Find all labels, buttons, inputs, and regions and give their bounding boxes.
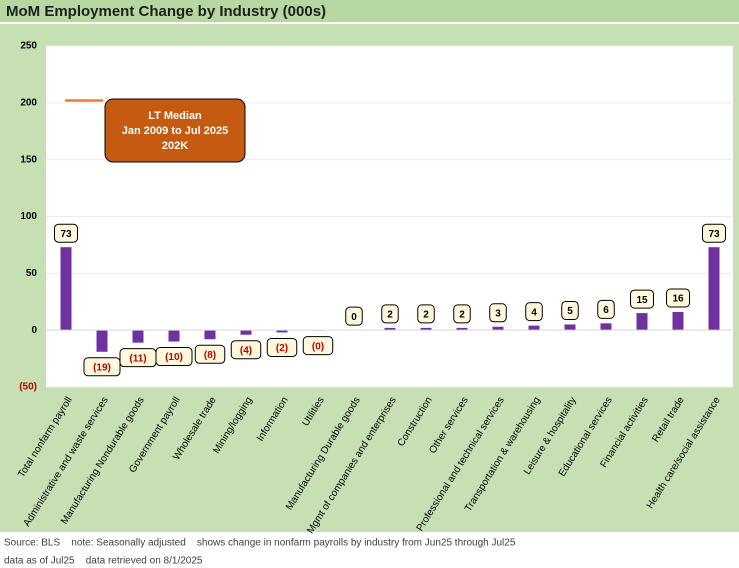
data-label: (8): [204, 350, 216, 361]
bar: [456, 327, 468, 331]
data-label: 0: [351, 312, 357, 323]
bar: [96, 330, 108, 352]
bar: [636, 313, 648, 331]
bar: [168, 330, 180, 342]
data-label: (19): [93, 362, 111, 373]
data-label-box: [489, 303, 507, 323]
y-tick-label: 100: [20, 211, 37, 222]
y-tick-label: 50: [26, 268, 38, 279]
data-label: 5: [567, 306, 573, 317]
data-label: (4): [240, 345, 252, 356]
data-label: 16: [672, 294, 684, 305]
median-box: [104, 98, 246, 163]
bar: [276, 330, 288, 333]
data-label-box: [630, 289, 654, 309]
data-label-box: [381, 304, 399, 324]
data-label-box: [230, 340, 262, 360]
data-label: (10): [165, 352, 183, 363]
data-label-box: [597, 299, 615, 319]
data-label: (0): [312, 341, 324, 352]
data-label: 2: [423, 310, 429, 321]
data-label: 4: [531, 307, 537, 318]
bar: [600, 323, 612, 331]
y-tick-label: 0: [31, 325, 37, 336]
data-label-box: [345, 306, 363, 326]
data-label-box: [702, 223, 726, 243]
bar: [492, 326, 504, 331]
title-bar: [0, 0, 739, 23]
bar: [708, 247, 720, 331]
data-label-box: [83, 357, 121, 377]
data-label: (2): [276, 343, 288, 354]
bar: [132, 330, 144, 343]
bar: [204, 330, 216, 340]
bar: [240, 330, 252, 335]
data-label-box: [194, 344, 226, 364]
data-label: 6: [603, 305, 609, 316]
data-label: 3: [495, 308, 501, 319]
y-tick-label: 250: [20, 41, 37, 52]
bar: [672, 311, 684, 331]
y-tick-label: (50): [19, 382, 37, 393]
y-tick-label: 150: [20, 154, 37, 165]
bar: [528, 325, 540, 331]
bar: [420, 327, 432, 331]
chart-title: MoM Employment Change by Industry (000s): [6, 3, 326, 20]
data-label: 15: [636, 295, 648, 306]
bar: [384, 327, 396, 331]
data-label: (11): [129, 353, 146, 364]
data-label-box: [266, 337, 298, 357]
median-text: 202K: [162, 140, 188, 152]
data-label-box: [417, 304, 435, 324]
data-label-box: [155, 347, 193, 367]
footnote: Source: BLS note: Seasonally adjusted sh…: [4, 538, 516, 549]
data-label: 73: [60, 229, 72, 240]
y-tick-label: 200: [20, 97, 37, 108]
bar: [564, 324, 576, 331]
data-label: 2: [387, 310, 393, 321]
median-text: Jan 2009 to Jul 2025: [122, 125, 228, 137]
data-label-box: [453, 304, 471, 324]
median-text: LT Median: [148, 110, 202, 122]
data-label-box: [561, 300, 579, 320]
bar: [60, 247, 72, 331]
footnote: data as of Jul25 data retrieved on 8/1/2…: [4, 556, 203, 567]
data-label: 2: [459, 310, 465, 321]
data-label-box: [525, 302, 543, 322]
data-label-box: [54, 223, 78, 243]
data-label-box: [666, 288, 690, 308]
data-label: 73: [708, 229, 720, 240]
data-label-box: [302, 336, 334, 356]
